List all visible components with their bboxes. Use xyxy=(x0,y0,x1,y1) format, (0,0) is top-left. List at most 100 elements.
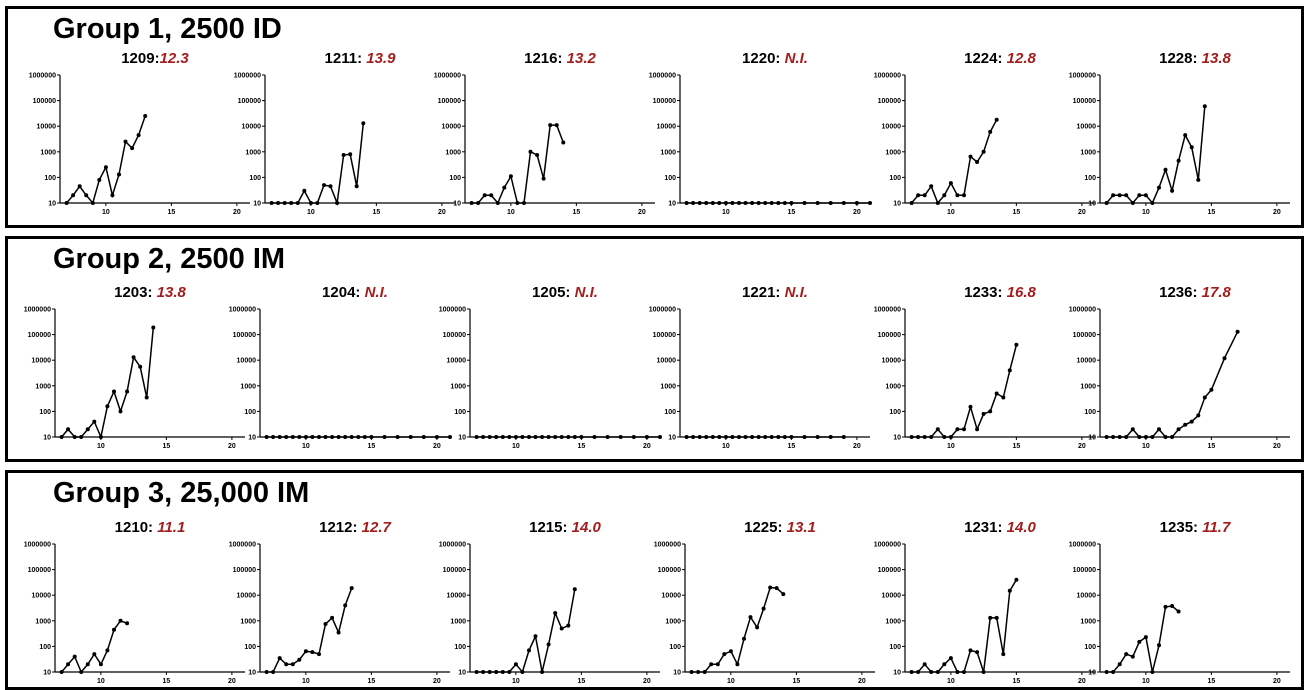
x-tick-label: 20 xyxy=(228,678,236,685)
data-point xyxy=(85,662,90,667)
y-tick-label: 10 xyxy=(43,435,51,442)
data-point xyxy=(295,201,300,205)
subplot-1235: 10 100 1000 10000 100000 1000000 10 15 20 1235: 1… xyxy=(1069,519,1290,685)
data-point xyxy=(130,146,135,151)
x-tick-label: 15 xyxy=(787,209,795,216)
y-tick-label: 100000 xyxy=(443,567,466,574)
y-tick-label: 10000 xyxy=(442,124,462,131)
data-point xyxy=(572,435,577,439)
data-point xyxy=(715,662,720,667)
data-point xyxy=(1130,201,1135,205)
data-point xyxy=(1014,342,1019,347)
data-point xyxy=(507,435,512,439)
data-point xyxy=(618,435,623,439)
subplot-1204: 10 100 1000 10000 100000 1000000 10 15 20 1204: N… xyxy=(229,284,452,450)
subplot-title: 1220: N.I. xyxy=(742,50,808,67)
data-point xyxy=(1157,643,1161,648)
data-point xyxy=(64,201,69,205)
y-tick-label: 1000000 xyxy=(654,542,681,549)
onset-value: N.I. xyxy=(575,284,598,301)
data-point xyxy=(1137,639,1142,644)
x-tick-label: 10 xyxy=(512,678,520,685)
data-point xyxy=(955,427,960,432)
data-point xyxy=(284,435,289,439)
y-tick-label: 1000 xyxy=(240,618,256,625)
x-tick-label: 20 xyxy=(228,443,236,450)
subplot-title: 1210: 11.1 xyxy=(115,519,186,536)
onset-value: 12.8 xyxy=(1007,50,1037,67)
y-tick-label: 100000 xyxy=(443,332,466,339)
data-point xyxy=(566,435,571,439)
data-point xyxy=(1196,413,1201,418)
y-tick-label: 100 xyxy=(454,409,466,416)
data-point xyxy=(962,193,966,198)
data-point xyxy=(540,435,545,439)
data-point xyxy=(277,435,282,439)
data-point xyxy=(469,201,474,205)
data-point xyxy=(592,435,597,439)
x-tick-label: 10 xyxy=(722,443,730,450)
y-tick-label: 100000 xyxy=(653,332,676,339)
y-tick-label: 10000 xyxy=(447,358,467,365)
subplot-1209: 10 100 1000 10000 100000 1000000 10 15 20 1209:12… xyxy=(29,50,250,216)
data-point xyxy=(955,193,960,198)
data-point xyxy=(330,435,335,439)
data-point xyxy=(948,656,953,661)
y-tick-label: 100 xyxy=(669,644,681,651)
data-point xyxy=(348,152,353,157)
data-point xyxy=(1124,435,1129,439)
y-tick-label: 1000 xyxy=(1080,618,1096,625)
onset-value: 13.8 xyxy=(1202,50,1232,67)
x-tick-label: 15 xyxy=(1012,209,1020,216)
data-point xyxy=(85,427,90,432)
y-tick-label: 1000000 xyxy=(1069,307,1096,314)
data-point xyxy=(71,193,76,198)
y-tick-label: 100 xyxy=(454,644,466,651)
data-point xyxy=(916,193,921,198)
data-point xyxy=(548,123,553,128)
data-point xyxy=(922,435,927,439)
data-point xyxy=(768,585,773,590)
animal-id: 1228: xyxy=(1159,50,1202,67)
data-point xyxy=(103,165,108,170)
data-point xyxy=(112,389,116,394)
data-point xyxy=(968,404,973,409)
subplot-1231: 10 100 1000 10000 100000 1000000 10 15 20 1231: 1… xyxy=(874,519,1095,685)
y-tick-label: 1000000 xyxy=(29,73,56,80)
x-tick-label: 10 xyxy=(947,443,955,450)
data-point xyxy=(1170,435,1175,439)
y-tick-label: 1000 xyxy=(40,149,56,156)
onset-value: 11.1 xyxy=(157,519,185,536)
subplot-title: 1212: 12.7 xyxy=(319,519,391,536)
x-tick-label: 20 xyxy=(1078,678,1086,685)
subplot-title: 1203: 13.8 xyxy=(114,284,186,301)
onset-value: 11.7 xyxy=(1202,519,1231,536)
data-point xyxy=(776,201,781,205)
x-tick-label: 15 xyxy=(1207,678,1215,685)
x-tick-label: 15 xyxy=(167,209,175,216)
x-tick-label: 20 xyxy=(858,678,866,685)
subplot-title: 1233: 16.8 xyxy=(964,284,1036,301)
onset-value: N.I. xyxy=(785,284,808,301)
data-point xyxy=(98,435,103,439)
data-point xyxy=(828,435,833,439)
x-tick-label: 15 xyxy=(367,678,375,685)
series-line xyxy=(911,579,1018,673)
x-tick-label: 15 xyxy=(372,209,380,216)
data-point xyxy=(782,201,787,205)
data-point xyxy=(66,427,71,432)
data-point xyxy=(730,435,735,439)
data-point xyxy=(566,623,571,628)
group-1-panel: Group 1, 2500 ID xyxy=(5,6,1304,228)
data-point xyxy=(513,662,518,667)
animal-id: 1209: xyxy=(121,50,159,67)
series-line xyxy=(1106,605,1180,673)
x-tick-label: 10 xyxy=(727,678,735,685)
data-point xyxy=(1189,419,1194,424)
data-point xyxy=(644,435,649,439)
data-point xyxy=(789,201,794,205)
y-tick-label: 1000 xyxy=(660,383,676,390)
data-point xyxy=(343,603,348,608)
data-point xyxy=(942,662,947,667)
data-point xyxy=(1137,435,1142,439)
